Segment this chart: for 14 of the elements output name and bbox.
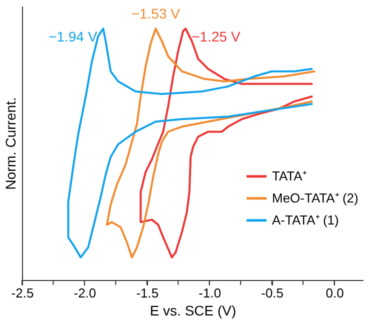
legend-label: A-TATA⁺ (1): [272, 212, 339, 228]
legend-label: TATA⁺: [272, 168, 306, 184]
legend-label: MeO-TATA⁺ (2): [272, 190, 358, 206]
x-tick-label: -0.5: [261, 286, 284, 300]
x-tick-label: -1.5: [136, 286, 159, 300]
x-axis-title: E vs. SCE (V): [150, 302, 236, 318]
x-tick-label: -2.5: [11, 286, 34, 300]
annotation: −1.25 V: [192, 28, 241, 45]
x-tick-label: -2.0: [74, 286, 96, 300]
x-tick-label: 0.0: [326, 286, 344, 300]
x-tick-label: -1.0: [198, 286, 222, 300]
annotation: −1.53 V: [131, 6, 181, 22]
y-axis-title: Norm. Current.: [2, 97, 18, 190]
annotation: −1.94 V: [48, 28, 98, 45]
